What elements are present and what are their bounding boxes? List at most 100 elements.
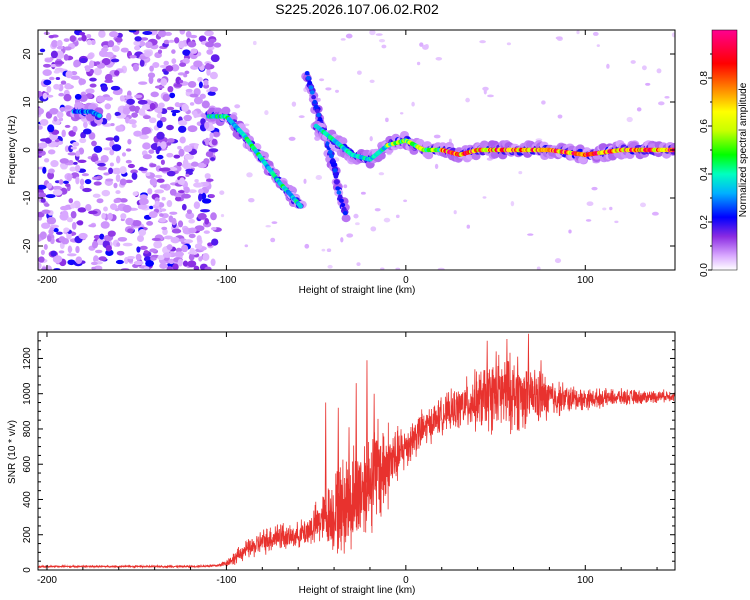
- spectrogram-cell: [49, 108, 59, 115]
- spectrogram-cell: [79, 184, 85, 190]
- spectrogram-cell: [212, 131, 220, 137]
- spectrogram-cell: [395, 267, 401, 270]
- spectrogram-cells: [38, 30, 675, 270]
- spectrogram-cell: [557, 114, 563, 119]
- spectrogram-cell: [335, 186, 341, 191]
- spectrogram-cell: [67, 152, 77, 156]
- spectrogram-cell: [78, 232, 88, 240]
- spectrogram-cell: [419, 42, 424, 47]
- spectrogram-cell: [369, 30, 376, 36]
- spectrogram-cell: [86, 39, 92, 46]
- spectrogram-cell: [78, 78, 87, 85]
- spectrogram-cell: [156, 120, 163, 129]
- spectrogram-cell: [103, 206, 108, 212]
- spectrogram-cell: [101, 189, 111, 197]
- spectrogram-cell: [164, 31, 172, 36]
- spectrogram-cell: [110, 203, 118, 211]
- spectrogram-cell: [159, 64, 168, 68]
- spectrogram-cell: [378, 172, 385, 176]
- spectrogram-cell: [85, 204, 92, 211]
- spectrogram-cell: [70, 210, 77, 219]
- spectrogram-cell: [161, 196, 166, 201]
- spectrogram-cell: [42, 92, 48, 100]
- spectrogram-cell: [304, 243, 310, 249]
- spectrogram-cell: [197, 76, 203, 83]
- spectrogram-cell: [188, 233, 196, 239]
- spectrogram-cell: [93, 234, 101, 240]
- spectrogram-cell: [79, 137, 87, 144]
- spectrogram-cell: [383, 217, 391, 223]
- spectrogram-cell: [121, 152, 127, 157]
- spectrogram-cell: [64, 145, 70, 153]
- spectrogram-cell: [187, 80, 197, 88]
- snr-y-tick-label: 0: [22, 567, 33, 573]
- spectrogram-cell: [171, 49, 176, 54]
- spectrogram-cell: [148, 149, 155, 154]
- spectrogram-cell: [179, 136, 186, 144]
- spectrogram-cell: [208, 194, 215, 199]
- spectrogram-cell: [72, 125, 78, 133]
- spectrogram-cell: [205, 151, 214, 158]
- spectrogram-cell: [332, 168, 338, 173]
- spectrogram-cell: [315, 174, 323, 181]
- spectrogram-cell: [173, 154, 181, 159]
- spectrogram-cell: [138, 198, 149, 205]
- spectrogram-cell: [61, 129, 66, 138]
- spectrogram-cell: [72, 141, 80, 147]
- spectrogram-cell: [69, 166, 76, 172]
- spectrogram-cell: [163, 39, 170, 45]
- spectrogram-cell: [157, 49, 163, 54]
- spectrogram-cell: [126, 98, 135, 105]
- spectrogram-cell: [188, 219, 196, 224]
- spectrogram-cell: [61, 210, 69, 218]
- spectrogram-cell: [70, 75, 81, 80]
- spectrogram-cell: [63, 38, 70, 42]
- spectrogram-cell: [145, 260, 155, 267]
- spectrogram-cell: [210, 54, 220, 63]
- spectrogram-cell: [119, 166, 127, 175]
- spectrogram-cell: [58, 179, 64, 185]
- spectrogram-cell: [116, 242, 121, 247]
- spectrogram-cell: [184, 70, 190, 75]
- spectrogram-cell: [337, 194, 343, 199]
- spectrogram-cell: [116, 115, 126, 119]
- spectrogram-cell: [411, 101, 415, 107]
- spectrogram-cell: [204, 173, 211, 179]
- spectrogram-cell: [148, 117, 157, 124]
- spectrogram-cell: [166, 200, 173, 208]
- spectrogram-cell: [115, 259, 124, 265]
- spectrogram-cell: [264, 110, 269, 116]
- spectrogram-cell: [145, 172, 151, 177]
- spectrogram-cell: [160, 159, 165, 165]
- spectrogram-cell: [208, 121, 213, 130]
- spectrogram-cell: [453, 210, 457, 215]
- spectrogram-cell: [111, 167, 122, 175]
- spectrogram-cell: [187, 41, 197, 48]
- spectrogram-cell: [93, 145, 103, 153]
- spectrogram-cell: [76, 220, 84, 225]
- spectrogram-cell: [127, 138, 132, 145]
- spectrogram-cell: [44, 203, 50, 207]
- spectrogram-cell: [43, 158, 50, 163]
- spectrogram-cell: [43, 79, 52, 86]
- spectrogram-cell: [128, 30, 137, 33]
- spectrogram-cell: [374, 208, 381, 212]
- spectrogram-cell: [385, 117, 389, 123]
- spectrogram-cell: [596, 44, 600, 47]
- spectrogram-cell: [636, 107, 642, 112]
- spectrogram-cell: [64, 82, 72, 90]
- spectrogram-cell: [568, 229, 572, 234]
- spectrogram-cell: [110, 85, 121, 91]
- spectrogram-cell: [98, 49, 108, 58]
- spectrogram-cell: [316, 112, 322, 118]
- spectrogram-cell: [47, 235, 52, 242]
- spectrogram-cell: [105, 244, 112, 252]
- spectrogram-cell: [345, 33, 353, 39]
- spectrogram-cell: [609, 206, 613, 211]
- spectrogram-cell: [170, 236, 180, 244]
- spectrogram-cell: [183, 73, 188, 78]
- spectrogram-cell: [179, 79, 184, 84]
- spectrogram-cell: [186, 209, 192, 215]
- spectrogram-cell: [482, 196, 487, 199]
- spectrogram-cell: [205, 178, 214, 182]
